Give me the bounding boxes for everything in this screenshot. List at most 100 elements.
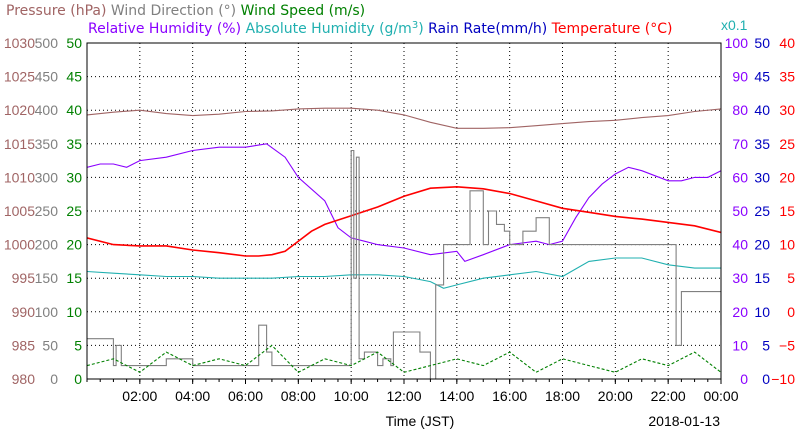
rain-rate-tick-label: 5 (762, 337, 770, 353)
x-axis-label: Time (JST) (386, 413, 455, 429)
relative-humidity-tick-label: 80 (732, 102, 748, 118)
abs-humidity-scale-note: x0.1 (721, 17, 748, 33)
relative-humidity-tick-label: 60 (732, 169, 748, 185)
relative-humidity-tick-label: 20 (732, 304, 748, 320)
wind-speed-tick-label: 5 (74, 337, 82, 353)
pressure-tick-label: 995 (12, 270, 36, 286)
wind-direction-tick-label: 250 (35, 203, 59, 219)
temperature-tick-label: 15 (779, 203, 795, 219)
temperature-tick-label: 5 (787, 270, 795, 286)
legend-row: Pressure (hPa) Wind Direction (°) Wind S… (6, 3, 365, 19)
pressure-tick-label: 980 (12, 371, 36, 387)
pressure-tick-label: 1010 (4, 169, 35, 185)
temperature-tick-label: 20 (779, 169, 795, 185)
x-tick-label: 08:00 (281, 388, 316, 404)
right-axes: 1009080706050403020100504540353025201510… (725, 35, 796, 387)
series-temperature (87, 185, 721, 257)
legend-entry: Temperature (°C) (547, 21, 672, 37)
relative-humidity-tick-label: 0 (740, 371, 748, 387)
x-tick-label: 20:00 (598, 388, 633, 404)
legend-entry: Wind Direction (°) (106, 3, 236, 19)
x-tick-label: 18:00 (545, 388, 580, 404)
relative-humidity-tick-label: 70 (732, 136, 748, 152)
temperature-tick-label: −5 (779, 337, 795, 353)
wind-speed-tick-label: 30 (66, 169, 82, 185)
rain-rate-tick-label: 30 (754, 169, 770, 185)
x-tick-label: 00:00 (703, 388, 738, 404)
series-wind-direction (87, 149, 721, 379)
legend-entry: Rain Rate(mm/h) (424, 21, 548, 37)
wind-direction-tick-label: 100 (35, 304, 59, 320)
x-tick-label: 22:00 (651, 388, 686, 404)
wind-speed-tick-label: 50 (66, 35, 82, 51)
pressure-tick-label: 985 (12, 337, 36, 353)
x-tick-label: 06:00 (228, 388, 263, 404)
wind-speed-tick-label: 25 (66, 203, 82, 219)
pressure-tick-label: 1000 (4, 237, 35, 253)
wind-speed-tick-label: 45 (66, 69, 82, 85)
rain-rate-tick-label: 20 (754, 237, 770, 253)
wind-direction-tick-label: 150 (35, 270, 59, 286)
pressure-tick-label: 1020 (4, 102, 35, 118)
relative-humidity-tick-label: 10 (732, 337, 748, 353)
wind-direction-tick-label: 450 (35, 69, 59, 85)
legend-entry: Wind Speed (m/s) (236, 3, 365, 19)
legend-entry: Pressure (hPa) (6, 3, 106, 19)
wind-speed-tick-label: 0 (74, 371, 82, 387)
wind-direction-tick-label: 0 (50, 371, 58, 387)
legend-row: Relative Humidity (%) Absolute Humidity … (88, 20, 673, 38)
x-tick-label: 16:00 (492, 388, 527, 404)
series-relative-humidity (87, 143, 721, 263)
x-axis: 02:00 04:00 06:00 08:00 10:00 12:00 14:00 16:00… (86, 379, 739, 404)
rain-rate-tick-label: 35 (754, 136, 770, 152)
temperature-tick-label: 40 (779, 35, 795, 51)
series-absolute-humidity (87, 257, 721, 289)
relative-humidity-tick-label: 100 (725, 35, 749, 51)
relative-humidity-tick-label: 30 (732, 270, 748, 286)
wind-direction-tick-label: 200 (35, 237, 59, 253)
grid (87, 43, 721, 379)
wind-speed-tick-label: 15 (66, 270, 82, 286)
wind-direction-tick-label: 350 (35, 136, 59, 152)
rain-rate-tick-label: 50 (754, 35, 770, 51)
pressure-tick-label: 1015 (4, 136, 35, 152)
wind-direction-tick-label: 50 (42, 337, 58, 353)
legend-sup: 3 (412, 20, 418, 31)
series-layer (87, 107, 721, 379)
legend: Pressure (hPa) Wind Direction (°) Wind S… (6, 3, 673, 37)
pressure-tick-label: 1025 (4, 69, 35, 85)
pressure-tick-label: 1030 (4, 35, 35, 51)
rain-rate-tick-label: 25 (754, 203, 770, 219)
pressure-tick-label: 1005 (4, 203, 35, 219)
wind-speed-tick-label: 35 (66, 136, 82, 152)
x-tick-label: 14:00 (439, 388, 474, 404)
rain-rate-tick-label: 0 (762, 371, 770, 387)
temperature-tick-label: −10 (771, 371, 795, 387)
temperature-tick-label: 0 (787, 304, 795, 320)
rain-rate-tick-label: 45 (754, 69, 770, 85)
wind-speed-tick-label: 40 (66, 102, 82, 118)
x-tick-label: 10:00 (334, 388, 369, 404)
rain-rate-tick-label: 10 (754, 304, 770, 320)
rain-rate-tick-label: 40 (754, 102, 770, 118)
wind-direction-tick-label: 400 (35, 102, 59, 118)
left-axes: 1030102510201015101010051000995990985980… (4, 35, 82, 387)
temperature-tick-label: 25 (779, 136, 795, 152)
x-tick-label: 12:00 (386, 388, 421, 404)
rain-rate-tick-label: 15 (754, 270, 770, 286)
date-label: 2018-01-13 (648, 413, 720, 429)
wind-speed-tick-label: 10 (66, 304, 82, 320)
x-tick-label: 02:00 (122, 388, 157, 404)
wind-direction-tick-label: 500 (35, 35, 59, 51)
temperature-tick-label: 10 (779, 237, 795, 253)
x-tick-label: 04:00 (175, 388, 210, 404)
series-wind-speed (87, 344, 721, 373)
series-pressure (87, 107, 721, 129)
relative-humidity-tick-label: 50 (732, 203, 748, 219)
pressure-tick-label: 990 (12, 304, 36, 320)
relative-humidity-tick-label: 40 (732, 237, 748, 253)
temperature-tick-label: 35 (779, 69, 795, 85)
legend-entry: Absolute Humidity (g/m (241, 21, 412, 37)
legend-entry: Relative Humidity (%) (88, 21, 241, 37)
wind-direction-tick-label: 300 (35, 169, 59, 185)
